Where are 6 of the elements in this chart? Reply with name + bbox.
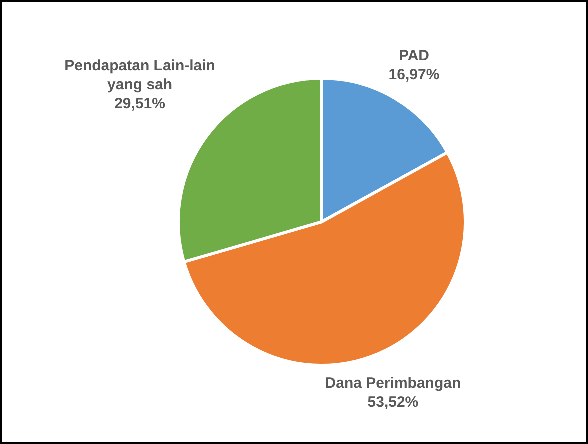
slice-label: Pendapatan Lain-lain yang sah [64,58,216,94]
slice-label: Dana Perimbangan [325,374,462,392]
data-label: 29,51% [114,96,166,113]
slice-label: PAD [398,47,430,64]
data-label: 16,97% [388,66,440,84]
data-label: 53,52% [368,394,419,411]
